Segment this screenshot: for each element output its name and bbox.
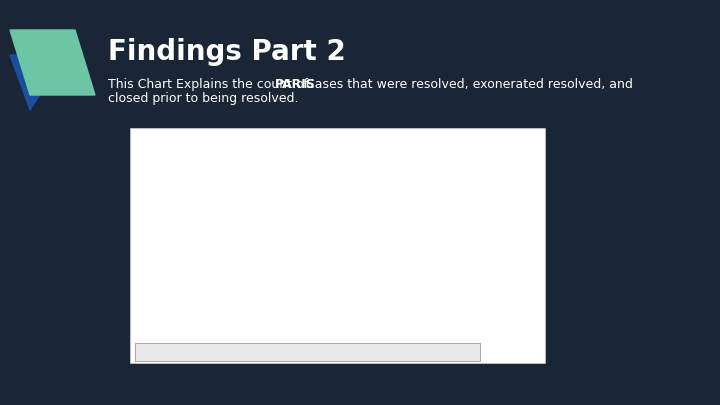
Bar (396, 249, 408, 263)
Polygon shape (10, 55, 65, 110)
Polygon shape (10, 30, 95, 95)
Bar (207, 344, 220, 345)
Text: Sum of PARIS Closed Prior
Resolved: Sum of PARIS Closed Prior Resolved (414, 296, 523, 316)
FancyBboxPatch shape (135, 343, 480, 361)
Text: This Chart Explains the count of: This Chart Explains the count of (108, 78, 312, 91)
Bar (256, 227, 268, 345)
Bar (193, 180, 206, 345)
FancyBboxPatch shape (390, 133, 538, 164)
Text: ▼: ▼ (472, 349, 477, 355)
Text: Sum of PARIS Exonerated
Resolved: Sum of PARIS Exonerated Resolved (414, 246, 521, 266)
Bar (366, 313, 379, 345)
Bar (380, 222, 393, 345)
Text: closed prior to being resolved.: closed prior to being resolved. (108, 92, 299, 105)
Text: Findings Part 2: Findings Part 2 (108, 38, 346, 66)
Bar (396, 299, 408, 313)
Text: Sum of PARIS Closed
Resolved: Sum of PARIS Closed Resolved (414, 196, 501, 215)
Text: Cases that were resolved, exonerated resolved, and: Cases that were resolved, exonerated res… (302, 78, 633, 91)
Text: Values: Values (397, 144, 436, 154)
Bar (242, 309, 254, 345)
Bar (396, 198, 408, 213)
Text: PARIS: PARIS (274, 78, 315, 91)
Bar (304, 318, 317, 345)
Text: Public Assistance Reporting Information System ( PARIS) Total Matches: Public Assistance Reporting Information … (139, 347, 410, 356)
Bar (179, 322, 192, 345)
Bar (318, 181, 330, 345)
FancyBboxPatch shape (130, 128, 545, 363)
